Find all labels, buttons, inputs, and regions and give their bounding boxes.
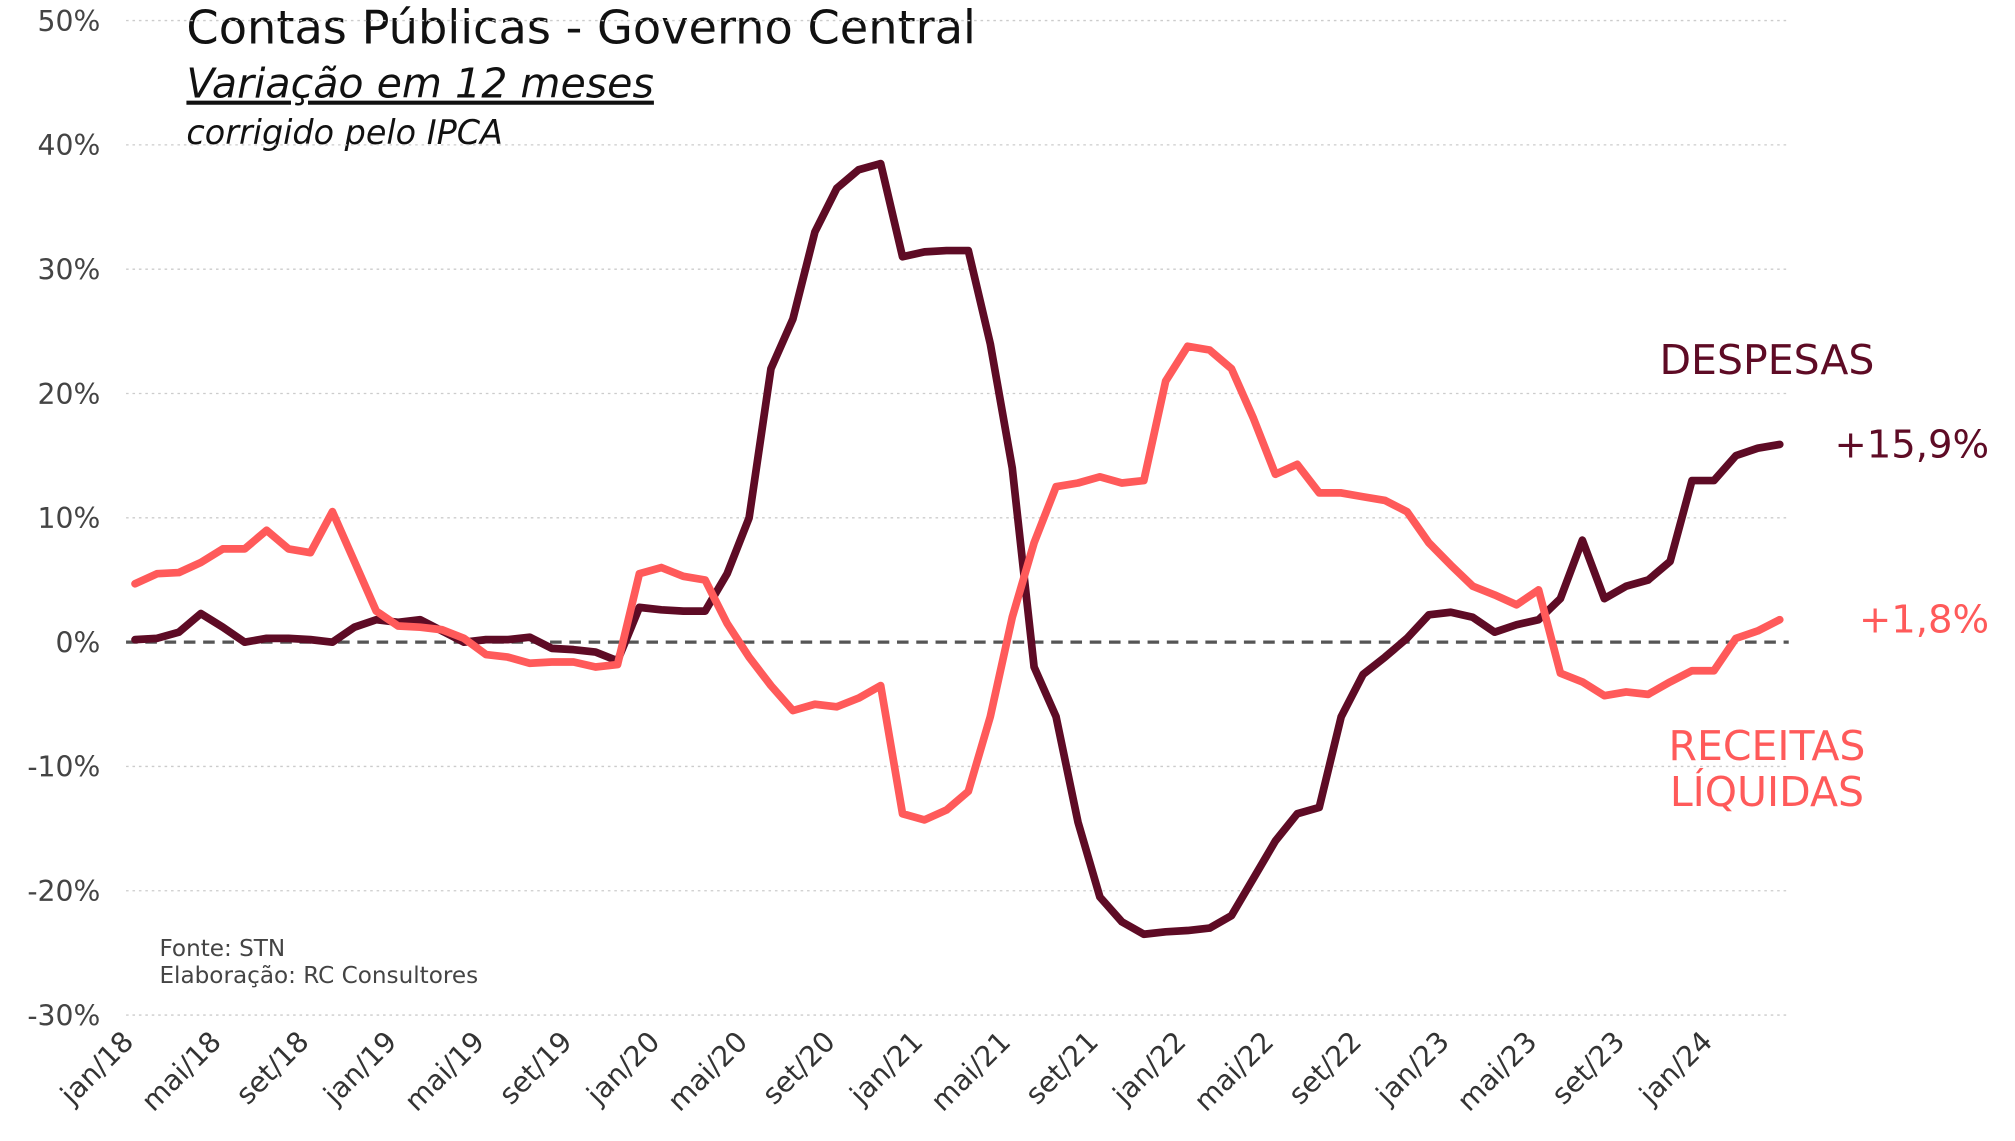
x-tick-label: set/21 <box>1019 1025 1105 1111</box>
x-tick-label: jan/18 <box>53 1025 140 1112</box>
y-tick-label: -20% <box>27 875 100 908</box>
x-tick-label: mai/21 <box>924 1025 1017 1118</box>
credit: Elaboração: RC Consultores <box>159 963 478 989</box>
source: Fonte: STN <box>159 936 285 962</box>
x-tick-label: mai/23 <box>1451 1025 1544 1118</box>
y-tick-label: -30% <box>27 999 100 1032</box>
series-line <box>131 342 1784 824</box>
x-tick-label: jan/19 <box>317 1025 404 1112</box>
x-tick-label: mai/18 <box>135 1025 228 1118</box>
x-tick-label: set/22 <box>1282 1025 1368 1111</box>
y-tick-label: 50% <box>38 5 101 38</box>
x-tick-label: mai/20 <box>661 1025 754 1118</box>
x-tick-label: mai/22 <box>1188 1025 1281 1118</box>
chart-subtitle: Variação em 12 meses <box>186 60 653 108</box>
y-tick-label: 10% <box>38 502 101 535</box>
y-tick-label: -10% <box>27 751 100 784</box>
end-label: +1,8% <box>1859 598 1989 643</box>
y-tick-label: 30% <box>38 253 101 286</box>
x-tick-label: set/18 <box>229 1025 315 1111</box>
chart-title: Contas Públicas - Governo Central <box>186 1 975 55</box>
legend-label: RECEITAS LÍQUIDAS <box>1668 722 1866 817</box>
y-tick-label: 20% <box>38 378 101 411</box>
x-tick-label: mai/19 <box>398 1025 491 1118</box>
x-tick-label: jan/23 <box>1369 1025 1456 1112</box>
x-tick-label: set/20 <box>756 1025 842 1111</box>
x-tick-label: set/23 <box>1545 1025 1631 1111</box>
x-tick-label: jan/21 <box>843 1025 930 1112</box>
end-label: +15,9% <box>1834 422 1989 467</box>
x-tick-label: jan/20 <box>580 1025 667 1112</box>
legend-label: DESPESAS <box>1659 335 1875 384</box>
chart-note: corrigido pelo IPCA <box>186 113 502 152</box>
x-tick-label: jan/22 <box>1106 1025 1193 1112</box>
x-tick-label: set/19 <box>493 1025 579 1111</box>
series-line <box>131 159 1784 939</box>
y-tick-label: 0% <box>56 626 101 659</box>
x-tick-label: jan/24 <box>1632 1025 1719 1112</box>
y-tick-label: 40% <box>38 129 101 162</box>
